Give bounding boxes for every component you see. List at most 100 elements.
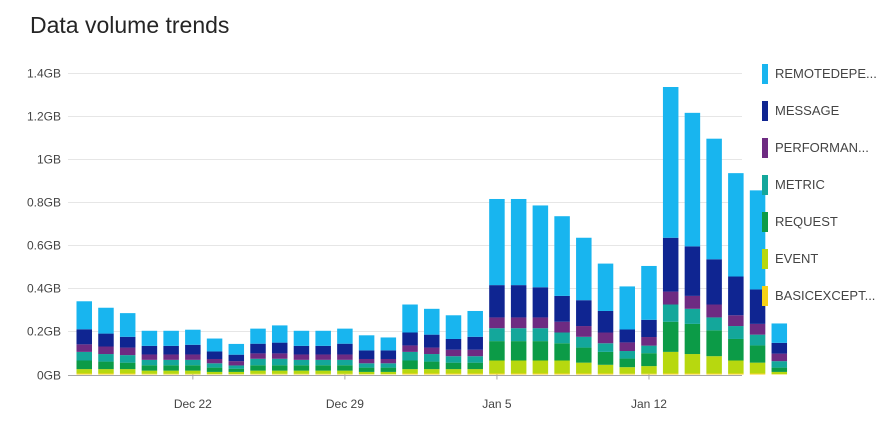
bar-segment bbox=[337, 328, 353, 344]
legend-item[interactable]: REMOTEDEPE... bbox=[762, 64, 890, 101]
bar-segment bbox=[641, 265, 657, 320]
bar-segment bbox=[315, 365, 331, 371]
bar-segment bbox=[358, 335, 375, 351]
bar-segment bbox=[358, 367, 375, 372]
bar-segment bbox=[510, 341, 527, 361]
bar-segment bbox=[445, 315, 462, 339]
bar-segment bbox=[337, 354, 353, 360]
bar-segment bbox=[271, 342, 288, 354]
bar-segment bbox=[402, 304, 418, 333]
chart-title: Data volume trends bbox=[30, 12, 230, 38]
bar-segment bbox=[250, 328, 266, 344]
bar-segment bbox=[337, 373, 353, 375]
bar-segment bbox=[532, 287, 549, 318]
bar-segment bbox=[684, 354, 701, 374]
bar-segment bbox=[619, 329, 635, 343]
bar-segment bbox=[728, 373, 744, 375]
bar-segment bbox=[424, 373, 440, 375]
bar-segment bbox=[380, 367, 397, 372]
bar-segment bbox=[402, 351, 418, 361]
bar-segment bbox=[706, 138, 722, 260]
bar-segment bbox=[185, 373, 201, 375]
legend-item[interactable]: BASICEXCEPT... bbox=[762, 286, 890, 323]
bar-segment bbox=[554, 321, 570, 333]
bar-segment bbox=[749, 323, 766, 335]
bar-segment bbox=[597, 373, 614, 375]
bar-segment bbox=[185, 359, 201, 366]
bar-segment bbox=[271, 325, 288, 343]
bar-segment bbox=[576, 336, 592, 348]
legend-item[interactable]: REQUEST bbox=[762, 212, 890, 249]
bar-segment bbox=[619, 367, 635, 374]
bar-segment bbox=[76, 329, 92, 345]
bar-segment bbox=[206, 351, 223, 359]
bar-segment bbox=[119, 362, 136, 370]
bar-segment bbox=[119, 369, 136, 374]
bar-segment bbox=[576, 347, 592, 363]
bar-segment bbox=[250, 343, 266, 354]
bar-segment bbox=[141, 354, 158, 360]
bar-segment bbox=[749, 289, 766, 324]
bar-segment bbox=[554, 343, 570, 361]
bar-segment bbox=[228, 354, 245, 362]
bar-segment bbox=[206, 358, 223, 364]
bar-segment bbox=[619, 373, 635, 375]
legend-item[interactable]: METRIC bbox=[762, 175, 890, 212]
legend-label: METRIC bbox=[775, 177, 825, 192]
bar-segment bbox=[684, 295, 701, 309]
bar-segment bbox=[554, 295, 570, 322]
bar-segment bbox=[662, 237, 679, 292]
bar-segment bbox=[141, 373, 158, 375]
bar-segment bbox=[576, 373, 592, 375]
x-tick-label: Dec 22 bbox=[174, 397, 212, 411]
y-tick-label: 1.4GB bbox=[27, 67, 61, 81]
bar-segment bbox=[98, 373, 114, 375]
bar-segment bbox=[293, 345, 310, 355]
bar-segment bbox=[489, 373, 505, 375]
bar-segment bbox=[554, 332, 570, 344]
legend-swatch bbox=[762, 175, 768, 195]
x-tick-label: Jan 5 bbox=[482, 397, 512, 411]
bar-segment bbox=[337, 370, 353, 374]
bar-segment bbox=[358, 363, 375, 368]
bar-segment bbox=[641, 373, 657, 375]
bar-segment bbox=[163, 365, 179, 371]
bar-segment bbox=[163, 370, 179, 374]
bar-segment bbox=[467, 336, 483, 350]
legend-item[interactable]: MESSAGE bbox=[762, 101, 890, 138]
bar-segment bbox=[445, 356, 462, 363]
y-tick-label: 0.6GB bbox=[27, 239, 61, 253]
bar-segment bbox=[271, 373, 288, 375]
bar-segment bbox=[771, 342, 788, 354]
bar-segment bbox=[576, 326, 592, 337]
bar-segment bbox=[706, 317, 722, 331]
bar-segment bbox=[445, 369, 462, 374]
x-tick-label: Dec 29 bbox=[326, 397, 364, 411]
bar-segment bbox=[315, 370, 331, 374]
bar-segment bbox=[532, 328, 549, 342]
bar-segment bbox=[185, 354, 201, 360]
bar-segment bbox=[532, 205, 549, 288]
bar-segment bbox=[206, 371, 223, 375]
bar-segment bbox=[76, 373, 92, 375]
bar-segment bbox=[597, 310, 614, 333]
bar-segment bbox=[250, 370, 266, 374]
bar-segment bbox=[728, 173, 744, 277]
bar-segment bbox=[467, 369, 483, 374]
bar-segment bbox=[467, 356, 483, 363]
bar-segment bbox=[163, 373, 179, 375]
bar-segment bbox=[489, 198, 505, 286]
legend-item[interactable]: EVENT bbox=[762, 249, 890, 286]
bar-segment bbox=[728, 338, 744, 361]
bar-segment bbox=[771, 361, 788, 368]
bar-segment bbox=[141, 330, 158, 346]
legend-item[interactable]: PERFORMAN... bbox=[762, 138, 890, 175]
bar-segment bbox=[728, 315, 744, 327]
bar-segment bbox=[662, 351, 679, 374]
bar-segment bbox=[749, 362, 766, 374]
bar-segment bbox=[337, 343, 353, 355]
bar-segment bbox=[206, 363, 223, 368]
bar-segment bbox=[271, 358, 288, 366]
bar-segment bbox=[98, 333, 114, 347]
bar-segment bbox=[641, 366, 657, 374]
